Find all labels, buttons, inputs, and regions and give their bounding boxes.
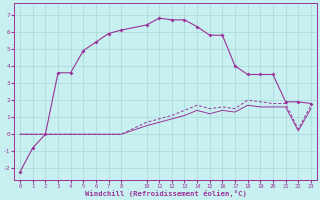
X-axis label: Windchill (Refroidissement éolien,°C): Windchill (Refroidissement éolien,°C) bbox=[84, 190, 246, 197]
